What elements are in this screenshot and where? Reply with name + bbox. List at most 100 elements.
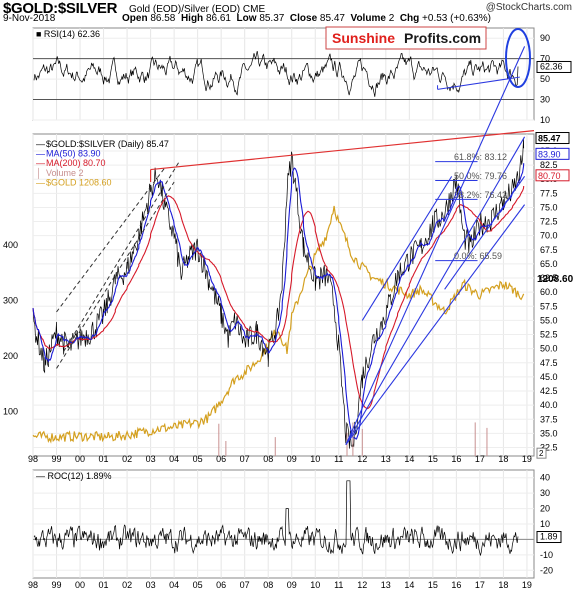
highlight-ellipse: [505, 28, 531, 88]
roc-x-tick-label: 04: [169, 580, 179, 590]
close-label: Close: [289, 13, 318, 24]
price-y-tick-label: 55.0: [540, 315, 558, 325]
roc-x-tick-label: 01: [99, 580, 109, 590]
gold-axis-tick-label: 200: [3, 351, 18, 361]
rsi-value-tag-text: 62.36: [540, 61, 563, 71]
roc-x-tick-label: 19: [522, 580, 532, 590]
price-y-tick-label: 77.5: [540, 188, 558, 198]
price-x-tick-label: 12: [357, 454, 367, 464]
roc-x-tick-label: 15: [428, 580, 438, 590]
price-y-tick-label: 60.0: [540, 287, 558, 297]
roc-x-tick-label: 17: [475, 580, 485, 590]
roc-y-tick-label: -10: [540, 550, 553, 560]
ma50-price-tag: [535, 147, 570, 160]
price-x-tick-label: 14: [404, 454, 414, 464]
channel-middle-line: [345, 204, 526, 446]
dashed-channel-line: [56, 181, 175, 369]
gold-price-tag-text: 1208.60: [537, 274, 574, 285]
roc-line: [33, 480, 519, 556]
price-y-tick-label: 62.5: [540, 273, 558, 283]
price-x-tick-label: 05: [193, 454, 203, 464]
volume-tag-text: 2: [539, 449, 544, 458]
price-legend-icon: │: [36, 167, 42, 179]
price-y-tick-label: 42.5: [540, 386, 558, 396]
rsi-label: ■ RSI(14) 62.36: [36, 29, 100, 39]
roc-y-tick-label: 30: [540, 488, 550, 498]
price-y-tick-label: 40.0: [540, 400, 558, 410]
price-y-tick-label: 45.0: [540, 372, 558, 382]
roc-y-tick-label: 10: [540, 519, 550, 529]
price-y-tick-label: 70.0: [540, 231, 558, 241]
open-label: Open: [122, 13, 148, 24]
fib-level-label: 61.8%: 83.12: [454, 152, 507, 162]
price-x-tick-label: 19: [522, 454, 532, 464]
price-legend-icon: —: [36, 149, 45, 159]
watermark-text-part2: Profits.com: [404, 30, 481, 46]
open-value: 86.58: [150, 13, 176, 24]
roc-x-tick-label: 14: [404, 580, 414, 590]
watermark-text-part1: Sunshine: [332, 30, 395, 46]
ma200-line: [32, 185, 525, 410]
roc-x-tick-label: 03: [146, 580, 156, 590]
volume-label: Volume: [350, 13, 386, 24]
price-x-tick-label: 18: [498, 454, 508, 464]
price-y-tick-label: 65.0: [540, 259, 558, 269]
roc-label: — ROC(12) 1.89%: [36, 471, 112, 481]
rsi-trend-line: [437, 76, 520, 90]
price-y-tick-label: 50.0: [540, 344, 558, 354]
price-legend-entry: $GOLD 1208.60: [46, 177, 112, 187]
price-series-line: [32, 138, 525, 449]
price-x-tick-label: 10: [310, 454, 320, 464]
price-y-tick-label: 57.5: [540, 301, 558, 311]
channel-lower-line: [444, 176, 526, 290]
gold-axis-tick-label: 300: [3, 296, 18, 306]
roc-x-tick-label: 16: [451, 580, 461, 590]
roc-value-tag-text: 1.89: [540, 532, 558, 542]
fib-level-label: 38.2%: 76.42: [454, 190, 507, 200]
price-legend-entry: Volume 2: [46, 168, 84, 178]
price-x-tick-label: 03: [146, 454, 156, 464]
dashed-channel-line: [63, 161, 180, 352]
price-x-tick-label: 99: [52, 454, 62, 464]
roc-x-tick-label: 13: [381, 580, 391, 590]
roc-x-tick-label: 02: [122, 580, 132, 590]
rsi-y-tick-label: 30: [540, 95, 550, 105]
rsi-y-tick-label: 50: [540, 74, 550, 84]
high-value: 86.61: [205, 13, 231, 24]
price-y-tick-label: 35.0: [540, 428, 558, 438]
price-y-tick-label: 67.5: [540, 245, 558, 255]
roc-value-tag: [536, 531, 562, 544]
chart-date: 9-Nov-2018: [3, 13, 56, 24]
roc-x-tick-label: 00: [75, 580, 85, 590]
price-x-tick-label: 08: [263, 454, 273, 464]
close-price-tag: [535, 132, 570, 145]
price-y-tick-label: 82.5: [540, 160, 558, 170]
roc-x-tick-label: 09: [287, 580, 297, 590]
long-channel-line: [345, 46, 526, 445]
price-x-tick-label: 00: [75, 454, 85, 464]
gold-axis-tick-label: 100: [3, 407, 18, 417]
channel-parallel-line: [361, 176, 453, 321]
ma200-price-tag-text: 80.70: [538, 171, 561, 181]
roc-x-tick-label: 08: [263, 580, 273, 590]
long-term-resistance-line: [150, 130, 535, 171]
chart-symbol: $GOLD:$SILVER: [3, 0, 118, 17]
rsi-y-tick-label: 90: [540, 33, 550, 43]
price-y-tick-label: 32.5: [540, 443, 558, 453]
quote-line: Open 86.58 High 86.61 Low 85.37 Close 85…: [122, 13, 491, 24]
rsi-y-tick-label: 10: [540, 115, 550, 125]
price-legend-entry: $GOLD:$SILVER (Daily) 85.47: [46, 139, 169, 149]
price-x-tick-label: 15: [428, 454, 438, 464]
high-label: High: [180, 13, 204, 24]
price-x-tick-label: 11: [334, 454, 343, 464]
roc-y-tick-label: 20: [540, 504, 550, 514]
price-x-tick-label: 09: [287, 454, 297, 464]
ma200-price-tag: [535, 169, 570, 182]
fib-level-label: 50.0%: 79.76: [454, 171, 507, 181]
price-y-tick-label: 75.0: [540, 202, 558, 212]
ma50-line: [32, 163, 525, 440]
roc-x-tick-label: 07: [240, 580, 250, 590]
price-y-tick-label: 52.5: [540, 330, 558, 340]
gold-series-line: [32, 205, 525, 444]
